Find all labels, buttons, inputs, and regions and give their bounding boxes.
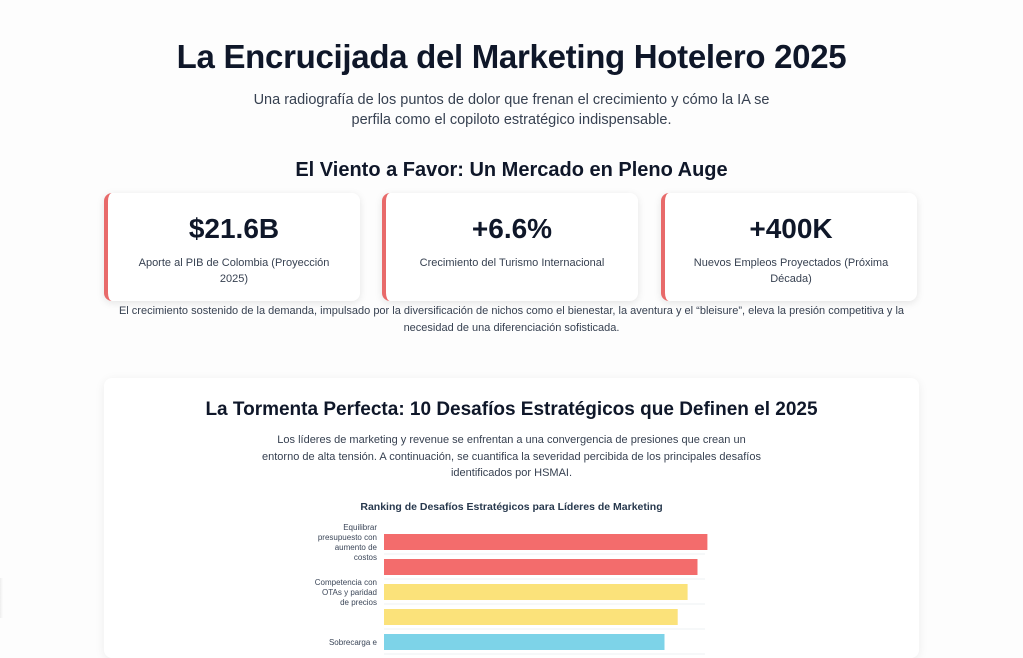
chart-bar[interactable]: [384, 609, 678, 625]
page-subtitle: Una radiografía de los puntos de dolor q…: [253, 92, 770, 128]
chart-bar[interactable]: [384, 584, 688, 600]
stat-card-gdp: $21.6B Aporte al PIB de Colombia (Proyec…: [104, 193, 360, 301]
stat-value: +400K: [749, 213, 833, 244]
chart-category-label: presupuesto con: [318, 533, 377, 542]
challenges-panel: La Tormenta Perfecta: 10 Desafíos Estrat…: [104, 378, 919, 658]
chart-bar[interactable]: [384, 559, 698, 575]
stat-label: Aporte al PIB de Colombia (Proyección 20…: [138, 257, 330, 285]
chart-bar[interactable]: [384, 534, 708, 550]
stat-value: +6.6%: [471, 213, 553, 244]
chart-category-label: OTAs y paridad: [322, 588, 377, 597]
chart-bar[interactable]: [384, 634, 665, 650]
page-title: La Encrucijada del Marketing Hotelero 20…: [176, 38, 847, 75]
chart-category-label: costos: [354, 553, 377, 562]
chart-category-label: de precios: [340, 598, 377, 607]
market-section-title: El Viento a Favor: Un Mercado en Pleno A…: [295, 159, 728, 181]
stat-label: Nuevos Empleos Proyectados (Próxima Déca…: [693, 257, 889, 285]
chart-category-label: Sobrecarga e: [329, 638, 378, 647]
chart-category-label: aumento de: [335, 543, 378, 552]
challenges-title: La Tormenta Perfecta: 10 Desafíos Estrat…: [205, 399, 818, 420]
chart-category-label: Competencia con: [315, 578, 377, 587]
stat-label: Crecimiento del Turismo Internacional: [419, 257, 605, 269]
scroll-edge-shadow: [0, 578, 3, 618]
chart-title: Ranking de Desafíos Estratégicos para Lí…: [360, 501, 663, 513]
stat-value: $21.6B: [188, 213, 280, 244]
chart-category-label: Equilibrar: [343, 523, 377, 532]
stat-card-tourism-growth: +6.6% Crecimiento del Turismo Internacio…: [382, 193, 638, 301]
market-growth-note: El crecimiento sostenido de la demanda, …: [118, 305, 905, 334]
stat-card-new-jobs: +400K Nuevos Empleos Proyectados (Próxim…: [661, 193, 917, 301]
challenges-description: Los líderes de marketing y revenue se en…: [262, 434, 761, 479]
